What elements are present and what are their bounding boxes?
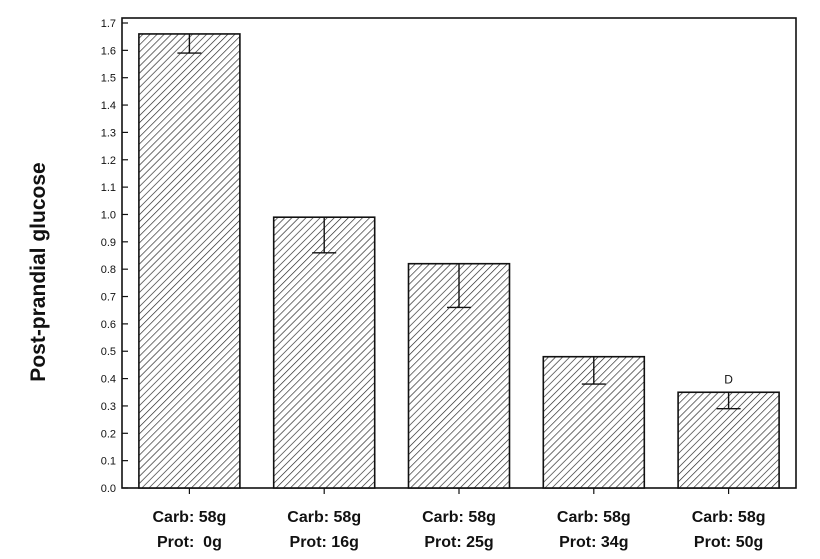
y-tick-label: 0.3 bbox=[101, 401, 116, 413]
x-tick-label-prot: Prot: 34g bbox=[559, 534, 628, 551]
x-tick-label-carb: Carb: 58g bbox=[557, 509, 631, 526]
y-tick-label: 0.8 bbox=[101, 264, 116, 276]
bar bbox=[272, 216, 376, 489]
bar bbox=[138, 33, 241, 489]
y-tick-label: 1.4 bbox=[101, 100, 116, 112]
x-tick-label-prot: Prot: 25g bbox=[424, 534, 493, 551]
y-tick-label: 0.4 bbox=[101, 374, 116, 386]
x-tick-label-carb: Carb: 58g bbox=[287, 509, 361, 526]
bar-annotation: D bbox=[724, 372, 733, 386]
y-tick-label: 0.0 bbox=[101, 483, 116, 495]
y-axis: 0.0 0.1 0.2 0.3 0.4 0.5 0.6 0.7 0.8 0.9 1.0 1.1 1.2 1… bbox=[101, 18, 128, 495]
x-tick-label-prot: Prot: 0g bbox=[157, 534, 222, 551]
x-axis: Carb: 58g Prot: 0g Carb: 58g Prot: 16g Carb:… bbox=[153, 488, 766, 551]
x-tick-label-carb: Carb: 58g bbox=[692, 509, 766, 526]
y-tick-label: 1.6 bbox=[101, 45, 116, 57]
y-tick-label: 1.0 bbox=[101, 209, 116, 221]
y-tick-label: 0.9 bbox=[101, 237, 116, 249]
x-tick-label-carb: Carb: 58g bbox=[153, 509, 227, 526]
bars: D bbox=[138, 33, 780, 489]
y-tick-label: 0.7 bbox=[101, 292, 116, 304]
y-tick-label: 1.7 bbox=[101, 18, 116, 30]
y-tick-label: 0.1 bbox=[101, 456, 116, 468]
y-tick-label: 0.5 bbox=[101, 346, 116, 358]
y-axis-label: Post-prandial glucose bbox=[27, 162, 50, 381]
x-tick-label-prot: Prot: 50g bbox=[694, 534, 763, 551]
y-tick-label: 1.5 bbox=[101, 73, 116, 85]
y-tick-label: 1.1 bbox=[101, 182, 116, 194]
y-tick-label: 0.2 bbox=[101, 428, 116, 440]
y-tick-label: 1.2 bbox=[101, 155, 116, 167]
y-tick-label: 1.3 bbox=[101, 127, 116, 139]
x-tick-label-prot: Prot: 16g bbox=[290, 534, 359, 551]
x-tick-label-carb: Carb: 58g bbox=[422, 509, 496, 526]
y-tick-label: 0.6 bbox=[101, 319, 116, 331]
